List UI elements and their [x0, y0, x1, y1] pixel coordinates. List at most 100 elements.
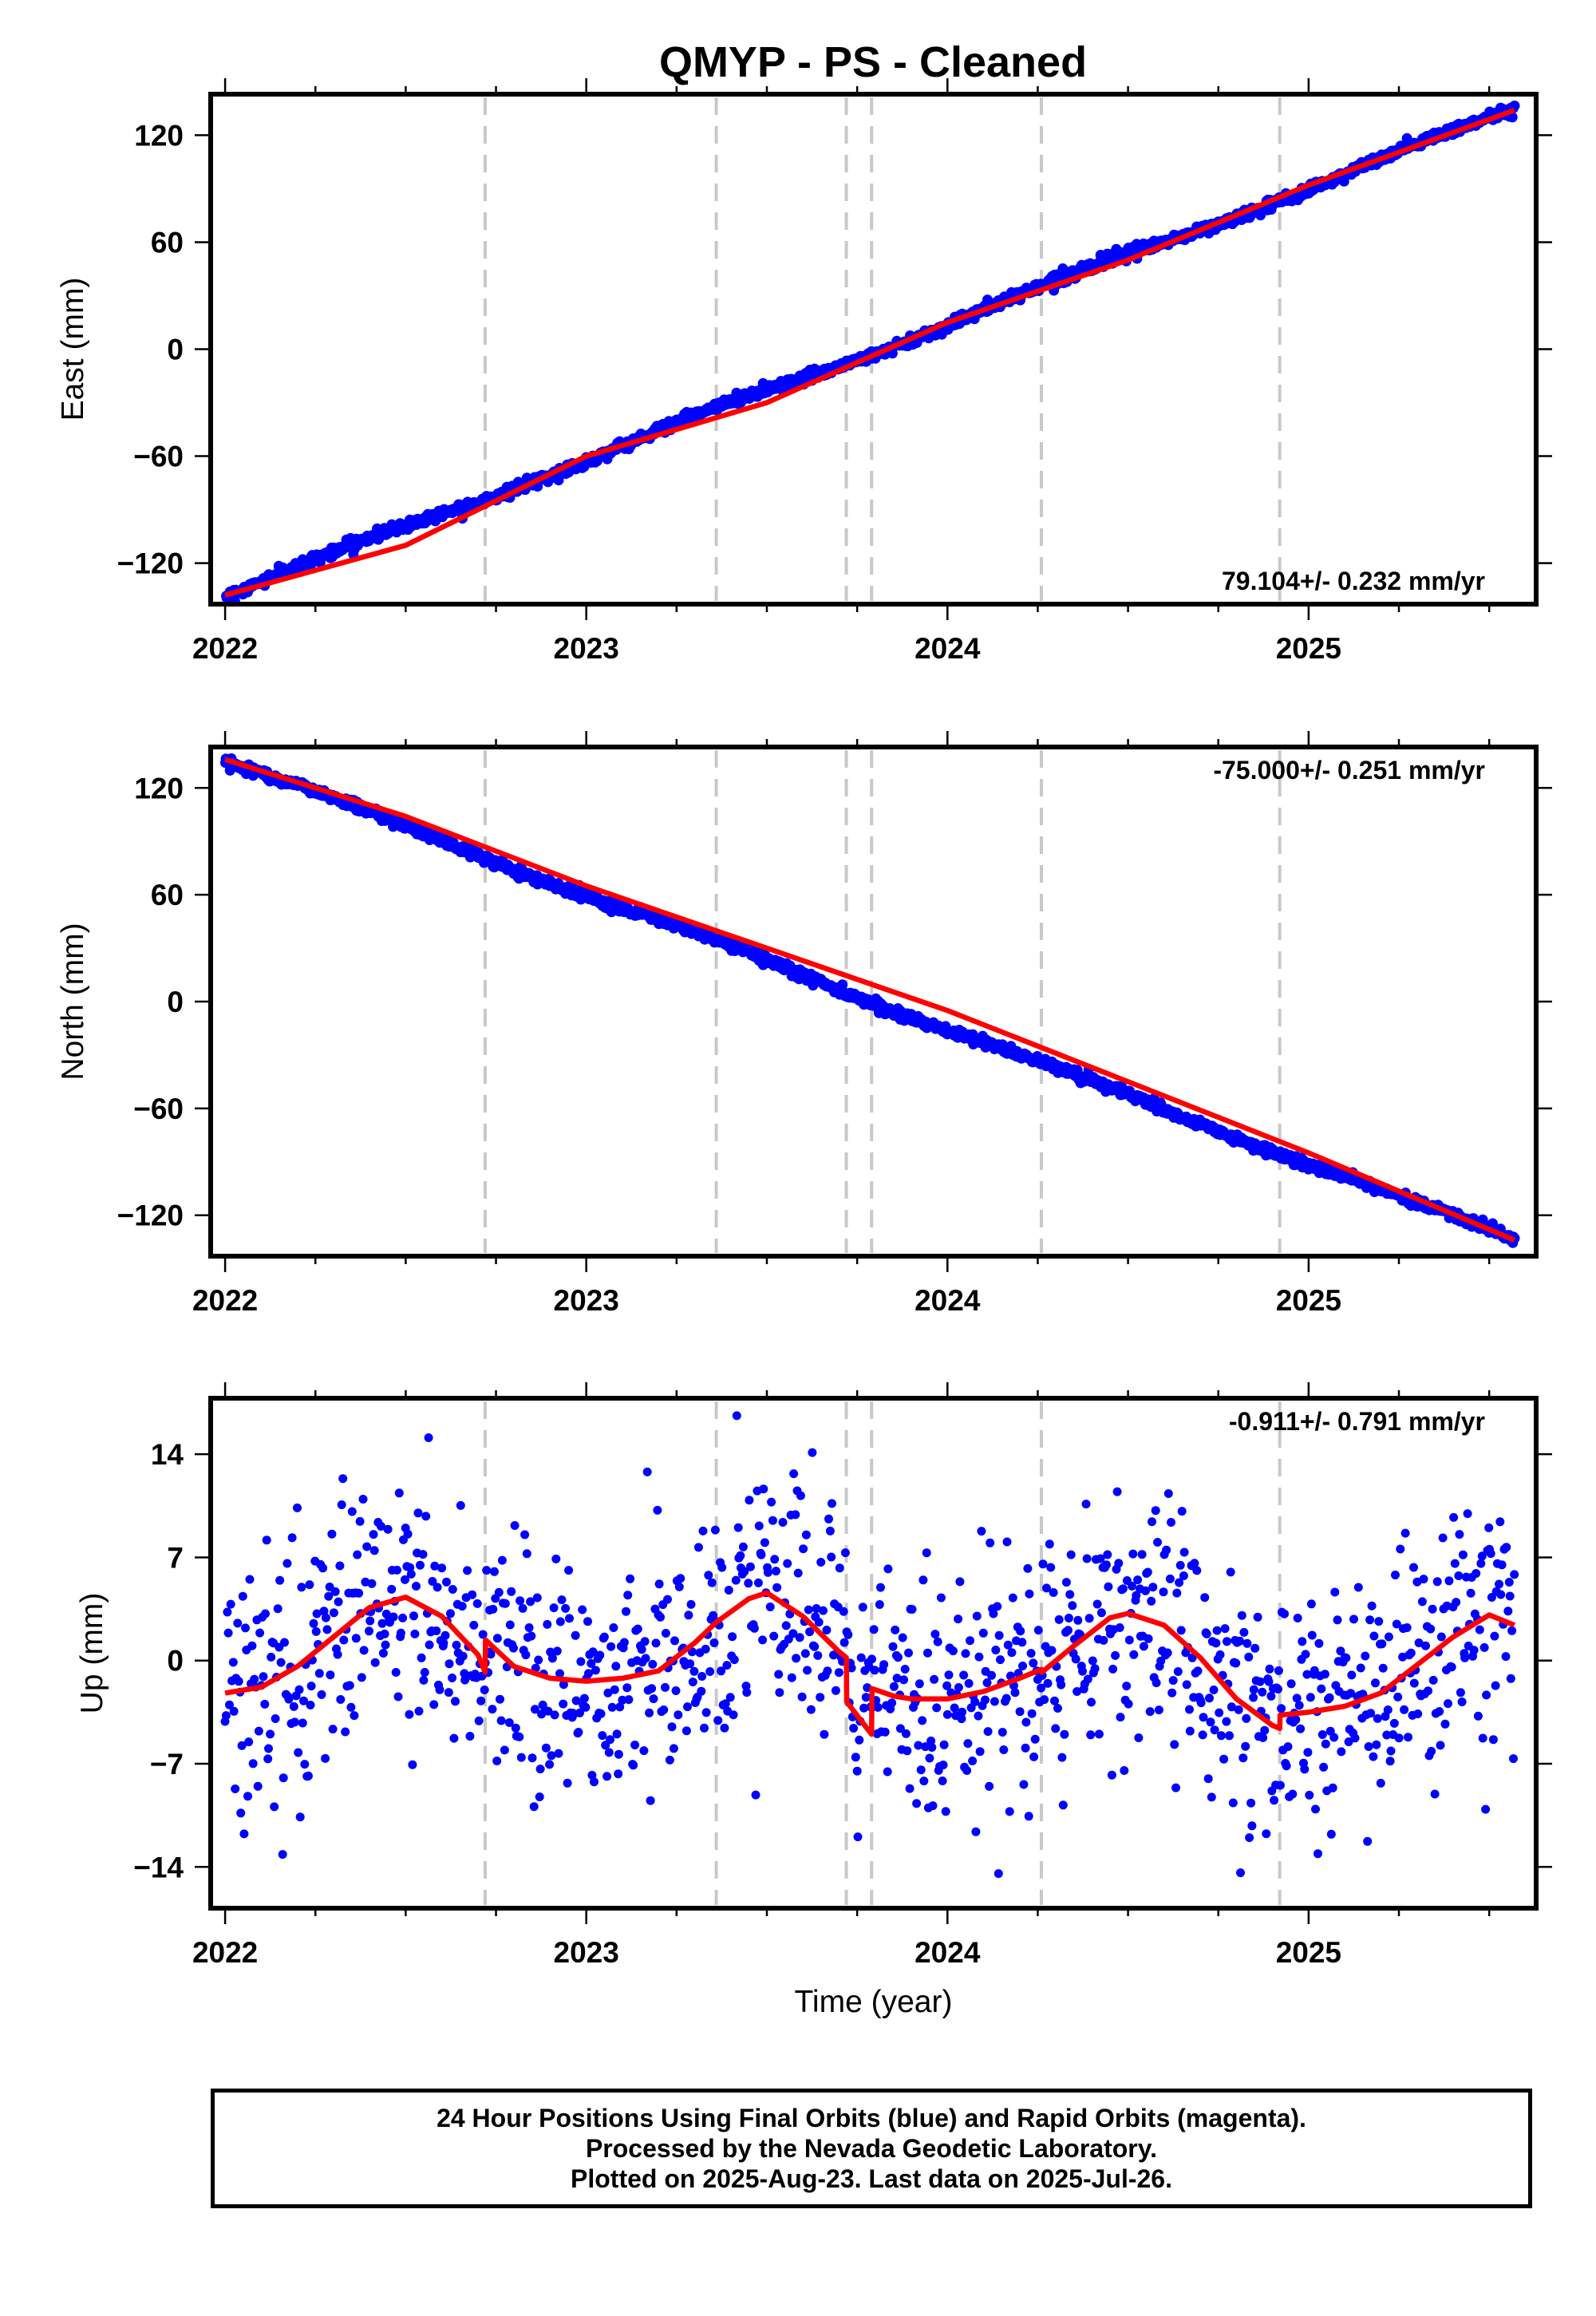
data-point: [309, 1618, 318, 1628]
data-point: [978, 1628, 988, 1638]
data-point: [551, 1554, 561, 1563]
x-tick-label: 2022: [192, 632, 258, 665]
data-point: [262, 1535, 271, 1545]
data-point: [228, 1658, 238, 1667]
data-point: [958, 1707, 967, 1717]
data-point: [985, 1781, 994, 1791]
data-point: [961, 1649, 970, 1658]
data-point: [280, 1638, 289, 1647]
data-point: [516, 1596, 525, 1606]
data-point: [1112, 1487, 1122, 1496]
data-point: [808, 1448, 817, 1457]
data-point: [880, 1727, 890, 1737]
data-point: [437, 1563, 447, 1573]
data-point: [565, 1614, 574, 1623]
data-point: [1003, 1640, 1013, 1650]
data-point: [869, 1625, 879, 1634]
data-point: [1023, 1563, 1033, 1573]
data-point: [1305, 1790, 1314, 1800]
data-point: [681, 1726, 691, 1736]
data-point: [915, 1679, 924, 1689]
data-point: [670, 1636, 679, 1646]
data-point: [918, 1575, 928, 1585]
data-point: [254, 1726, 263, 1736]
data-point: [1047, 1646, 1057, 1655]
data-point: [458, 1651, 468, 1661]
data-point: [432, 1626, 441, 1635]
data-point: [409, 1611, 418, 1621]
data-point: [1053, 1704, 1062, 1713]
data-point: [456, 1500, 465, 1510]
data-point: [1356, 1663, 1365, 1673]
data-point: [270, 1802, 279, 1812]
data-point: [354, 1588, 364, 1598]
data-point: [713, 1716, 723, 1725]
data-point: [1510, 1570, 1519, 1579]
data-point: [697, 1672, 707, 1681]
data-point: [1249, 1693, 1258, 1702]
data-point: [333, 1650, 342, 1659]
data-point: [1231, 1658, 1241, 1668]
data-point: [314, 1669, 324, 1678]
x-tick-label: 2025: [1276, 1936, 1341, 1969]
data-point: [1457, 1697, 1467, 1706]
data-point: [653, 1505, 662, 1515]
data-point: [751, 1790, 760, 1800]
data-point: [234, 1677, 243, 1686]
data-point: [1064, 1626, 1073, 1635]
data-point: [518, 1603, 527, 1613]
data-point: [389, 1612, 398, 1622]
data-point: [683, 1702, 692, 1712]
data-point: [1162, 1545, 1171, 1555]
data-point: [598, 1731, 607, 1741]
data-point: [1326, 1829, 1336, 1839]
data-point: [1409, 1563, 1418, 1572]
data-point: [564, 1566, 574, 1575]
data-point: [1427, 1746, 1436, 1756]
data-point: [1134, 1733, 1144, 1742]
data-point: [1440, 1719, 1450, 1729]
data-point: [1402, 1623, 1412, 1632]
data-point: [1215, 1708, 1224, 1717]
data-point: [300, 1760, 310, 1769]
data-point: [311, 1626, 321, 1636]
data-point: [1495, 1579, 1503, 1589]
data-point: [991, 1646, 1001, 1654]
data-point: [888, 1642, 898, 1651]
data-point: [1506, 1674, 1515, 1683]
data-point: [1306, 1693, 1315, 1702]
data-point: [412, 1582, 421, 1591]
data-point: [1369, 1631, 1379, 1641]
data-point: [742, 1688, 752, 1697]
data-point: [803, 1666, 812, 1675]
data-point: [287, 1533, 297, 1543]
data-point: [1148, 1517, 1156, 1527]
data-point: [754, 1521, 764, 1531]
data-point: [1176, 1626, 1186, 1635]
y-tick-label: −60: [133, 1093, 184, 1125]
data-point: [239, 1829, 249, 1839]
data-point: [1300, 1765, 1310, 1774]
data-point: [1202, 1629, 1211, 1638]
y-tick-label: −120: [117, 547, 184, 580]
data-point: [999, 1745, 1009, 1754]
data-point: [260, 1699, 270, 1709]
data-point: [928, 1801, 938, 1811]
data-point: [480, 1686, 489, 1694]
data-point: [1104, 1582, 1113, 1591]
data-point: [1107, 1770, 1116, 1780]
rate-label-east: 79.104+/- 0.232 mm/yr: [1222, 567, 1485, 595]
data-point: [490, 1567, 499, 1576]
data-point: [1350, 1733, 1360, 1743]
data-point: [381, 1640, 390, 1650]
data-point: [974, 1652, 984, 1662]
data-point: [1400, 1528, 1410, 1538]
data-point: [521, 1650, 531, 1660]
data-point: [873, 1702, 883, 1712]
data-point: [674, 1582, 684, 1591]
data-point: [1185, 1726, 1195, 1736]
data-point: [607, 1702, 617, 1712]
data-point: [545, 1760, 555, 1769]
data-point: [355, 1516, 365, 1526]
data-point: [350, 1711, 359, 1721]
